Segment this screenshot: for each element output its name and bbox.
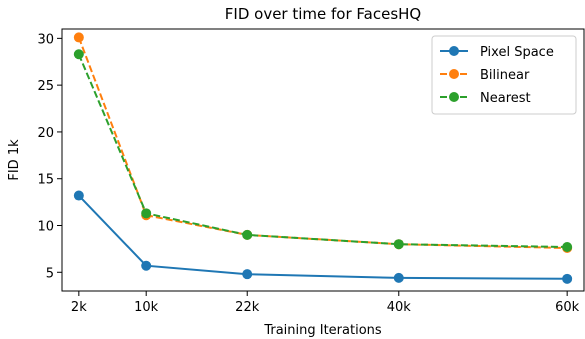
legend-marker-0 <box>449 46 459 56</box>
series-point-0 <box>562 273 573 284</box>
series-line-0 <box>78 194 568 280</box>
x-tick-label: 2k <box>71 300 87 315</box>
y-tick-label: 30 <box>37 32 54 47</box>
series-layer <box>73 32 573 284</box>
y-tick-label: 10 <box>37 220 54 235</box>
y-tick-label: 15 <box>37 173 54 188</box>
series-point-2 <box>562 242 573 253</box>
plot-area <box>61 28 585 292</box>
series-point-1 <box>73 32 84 43</box>
series-point-0 <box>393 272 404 283</box>
series-point-2 <box>141 208 152 219</box>
y-tick-label: 5 <box>46 266 54 281</box>
x-tick-label: 60k <box>555 300 580 315</box>
legend-marker-1 <box>449 69 459 79</box>
series-point-2 <box>242 229 253 240</box>
series-point-2 <box>393 239 404 250</box>
x-tick-label: 40k <box>387 300 412 315</box>
legend-label-0: Pixel Space <box>480 45 554 60</box>
y-tick-label: 25 <box>37 79 54 94</box>
series-point-0 <box>242 269 253 280</box>
legend-label-2: Nearest <box>480 91 531 106</box>
legend-label-1: Bilinear <box>480 68 530 83</box>
y-tick-label: 20 <box>37 126 54 141</box>
x-tick-label: 22k <box>235 300 260 315</box>
chart-title: FID over time for FacesHQ <box>225 5 421 23</box>
series-point-0 <box>73 190 84 201</box>
series-point-2 <box>73 49 84 60</box>
legend-marker-2 <box>449 92 459 102</box>
x-axis-label: Training Iterations <box>263 323 382 338</box>
y-axis-ticks: 5 10 15 20 25 30 <box>37 32 62 281</box>
y-axis-label: FID 1k <box>7 139 22 181</box>
legend-box <box>431 35 577 115</box>
x-axis-ticks: 2k 10k 22k 40k 60k <box>71 291 580 315</box>
series-point-0 <box>141 260 152 271</box>
x-tick-label: 10k <box>134 300 159 315</box>
legend: Pixel Space Bilinear Nearest <box>431 35 577 115</box>
